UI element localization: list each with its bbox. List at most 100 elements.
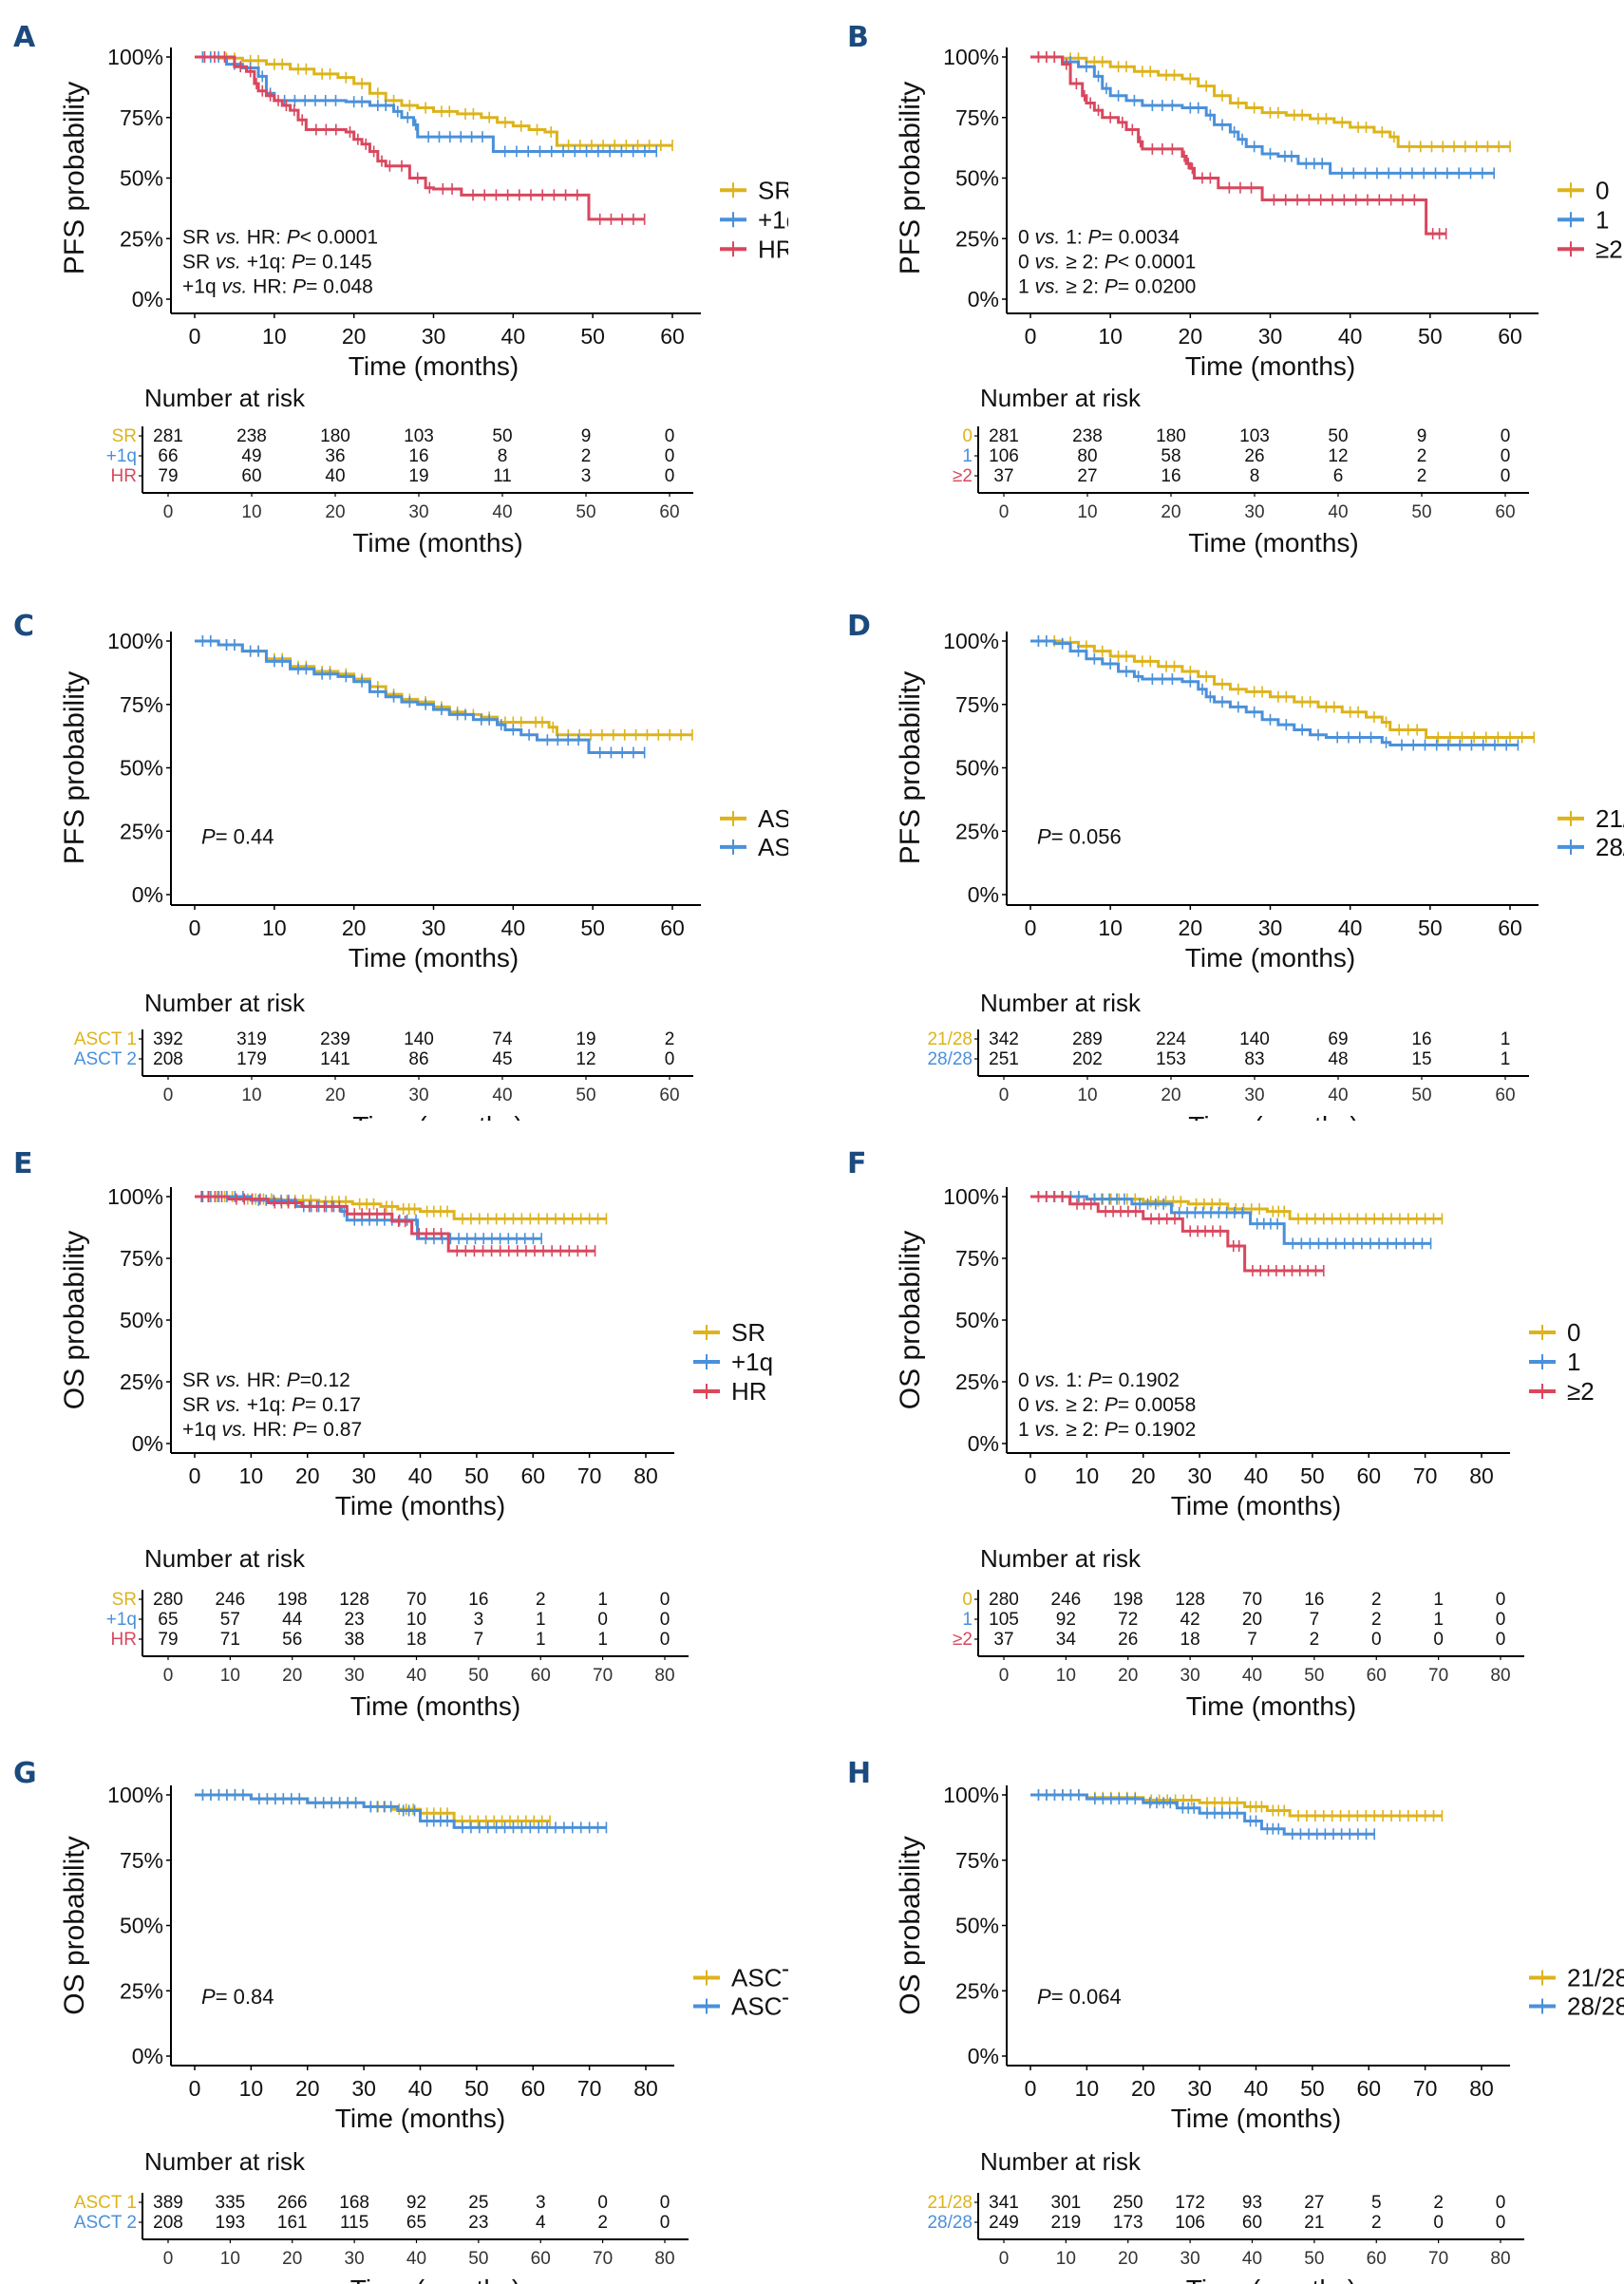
- risk-count: 38: [345, 1630, 365, 1650]
- risk-x-tick-label: 60: [1495, 1085, 1515, 1105]
- y-tick-label: 50%: [955, 756, 999, 781]
- risk-count: 57: [220, 1610, 240, 1630]
- y-tick-label: 75%: [120, 105, 163, 130]
- risk-table-row: SR 281 238 180 103 50 9 0: [112, 426, 675, 446]
- risk-row-label: +1q: [106, 446, 137, 466]
- risk-count: 83: [1244, 1049, 1264, 1069]
- km-curve-HR: [195, 1195, 595, 1253]
- x-tick-label: 60: [520, 1463, 545, 1488]
- y-tick-label: 100%: [107, 1184, 163, 1209]
- risk-count: 2: [1371, 1610, 1382, 1630]
- panel-a: A 0% 25% 50% 75% 100% 0 10 20 30 40 50 60 PFS probabi…: [0, 0, 788, 570]
- risk-x-tick-label: 20: [1161, 1085, 1180, 1105]
- risk-table-row: HR 79 60 40 19 11 3 0: [111, 466, 675, 486]
- x-axis-label: Time (months): [349, 943, 519, 972]
- legend-item: +1q: [720, 205, 788, 234]
- risk-count: 3: [474, 1610, 484, 1630]
- risk-count: 26: [1244, 446, 1264, 466]
- risk-count: 1: [1501, 1029, 1511, 1049]
- risk-count: 140: [404, 1029, 434, 1049]
- risk-count: 9: [581, 426, 592, 446]
- y-tick-label: 0%: [968, 2044, 999, 2068]
- risk-count: 34: [1056, 1630, 1077, 1650]
- risk-x-tick-label: 50: [1304, 2249, 1324, 2269]
- risk-table-x-label: Time (months): [1188, 1111, 1358, 1121]
- risk-count: 0: [1501, 446, 1511, 466]
- legend-label: ASCT 1: [731, 1964, 788, 1992]
- y-axis-label: OS probability: [895, 1836, 926, 2014]
- km-curve-≥2: [1030, 1195, 1324, 1273]
- risk-x-tick-label: 0: [999, 502, 1010, 522]
- risk-x-tick-label: 50: [576, 1085, 595, 1105]
- risk-x-tick-label: 40: [1242, 1666, 1262, 1686]
- km-curve-28/28: [1030, 639, 1519, 746]
- risk-count: 281: [153, 426, 183, 446]
- risk-table-row: 28/28 251 202 153 83 48 15 1: [927, 1049, 1510, 1069]
- x-tick-label: 80: [633, 2076, 658, 2101]
- risk-count: 239: [320, 1029, 350, 1049]
- y-tick-label: 100%: [107, 629, 163, 653]
- risk-count: 2: [1433, 2193, 1444, 2213]
- risk-count: 180: [320, 426, 350, 446]
- risk-table-row: ASCT 1 392 319 239 140 74 19 2: [74, 1029, 674, 1049]
- risk-count: 48: [1328, 1049, 1348, 1069]
- y-tick-label: 100%: [107, 1783, 163, 1807]
- x-tick-label: 70: [1413, 1463, 1438, 1488]
- risk-count: 342: [989, 1029, 1019, 1049]
- risk-x-tick-label: 50: [1304, 1666, 1324, 1686]
- risk-x-tick-label: 0: [999, 1085, 1010, 1105]
- risk-count: 2: [1371, 1590, 1382, 1610]
- y-tick-label: 50%: [955, 1914, 999, 1938]
- risk-count: 115: [340, 2213, 368, 2233]
- risk-x-tick-label: 70: [593, 2249, 613, 2269]
- x-tick-label: 20: [1179, 324, 1203, 349]
- risk-count: 2: [536, 1590, 546, 1610]
- risk-row-label: ASCT 2: [74, 2213, 137, 2233]
- risk-x-tick-label: 30: [408, 502, 428, 522]
- legend-label: ASCT 1: [758, 804, 788, 833]
- risk-count: 3: [536, 2193, 546, 2213]
- p-value-annotation: SR vs. HR: P=0.12: [182, 1369, 350, 1391]
- risk-x-tick-label: 60: [659, 1085, 679, 1105]
- x-tick-label: 70: [577, 1463, 602, 1488]
- risk-count: 1: [1433, 1590, 1444, 1610]
- risk-count: 128: [339, 1590, 369, 1610]
- risk-count: 0: [1496, 1610, 1506, 1630]
- risk-row-label: 21/28: [927, 1029, 973, 1049]
- risk-count: 2: [1417, 466, 1427, 486]
- x-tick-label: 0: [189, 1463, 201, 1488]
- risk-count: 128: [1175, 1590, 1205, 1610]
- risk-count: 1: [536, 1630, 546, 1650]
- risk-count: 0: [1496, 2213, 1506, 2233]
- panel-d: D 0% 25% 50% 75% 100% 0 10 20 30 40 50 60 PFS probabi…: [836, 589, 1624, 1121]
- risk-x-tick-label: 30: [1244, 1085, 1264, 1105]
- risk-row-label: 0: [962, 1590, 973, 1610]
- y-axis-label: PFS probability: [59, 671, 90, 864]
- risk-count: 0: [665, 426, 675, 446]
- risk-count: 106: [1175, 2213, 1205, 2233]
- risk-table-title: Number at risk: [144, 1544, 306, 1573]
- risk-count: 42: [1180, 1610, 1200, 1630]
- y-tick-label: 25%: [955, 226, 999, 251]
- x-tick-label: 50: [580, 324, 605, 349]
- risk-count: 0: [1433, 1630, 1444, 1650]
- x-tick-label: 80: [1469, 2076, 1494, 2101]
- x-tick-label: 20: [342, 915, 367, 940]
- panel-c: C 0% 25% 50% 75% 100% 0 10 20 30 40 50 60 PFS probabi…: [0, 589, 788, 1121]
- risk-count: 280: [153, 1590, 183, 1610]
- y-tick-label: 50%: [955, 1308, 999, 1332]
- risk-count: 0: [1496, 1590, 1506, 1610]
- risk-count: 289: [1072, 1029, 1103, 1049]
- risk-count: 8: [498, 446, 508, 466]
- risk-table-x-label: Time (months): [1186, 1691, 1356, 1721]
- y-tick-label: 0%: [132, 2044, 163, 2068]
- risk-x-tick-label: 70: [593, 1666, 613, 1686]
- risk-table-row: 21/28 342 289 224 140 69 16 1: [927, 1029, 1510, 1049]
- x-tick-label: 30: [1187, 2076, 1212, 2101]
- risk-count: 2: [581, 446, 592, 466]
- risk-count: 103: [1239, 426, 1270, 446]
- risk-x-tick-label: 80: [1490, 1666, 1510, 1686]
- p-value-annotation: P= 0.84: [201, 1985, 274, 2009]
